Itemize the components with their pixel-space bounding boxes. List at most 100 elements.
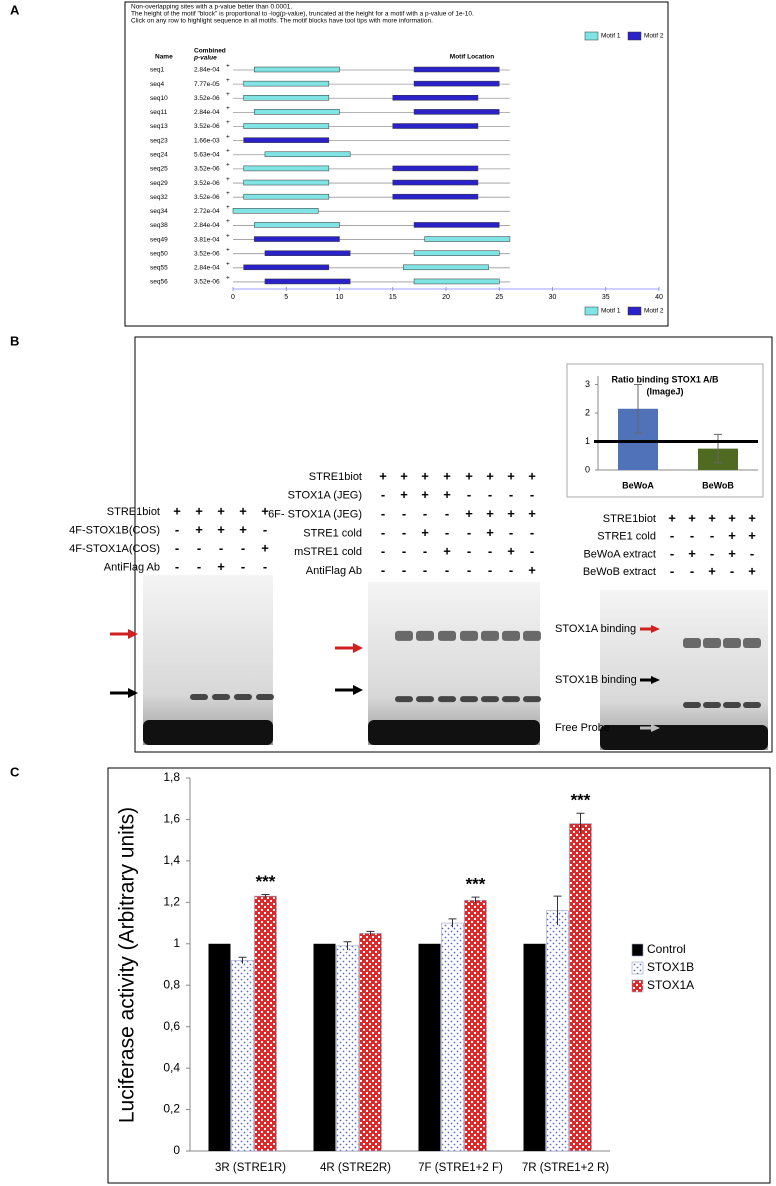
gel-band xyxy=(523,696,541,703)
lane-sign: + xyxy=(217,503,225,518)
condition-label: BeWoA extract xyxy=(583,548,656,560)
y-tick-label: 0,8 xyxy=(163,977,180,991)
lane-sign: - xyxy=(509,487,513,502)
p-value: 3.52e-06 xyxy=(194,250,220,257)
condition-label: STRE1biot xyxy=(309,471,362,483)
condition-label: mSTRE1 cold xyxy=(294,546,362,558)
lane-sign: + xyxy=(748,564,756,579)
x-tick-label: 3R (STRE1R) xyxy=(215,1162,286,1174)
x-tick-label: 25 xyxy=(495,294,503,301)
gel-band xyxy=(523,630,541,641)
lane-sign: - xyxy=(381,506,385,521)
p-value: 2.72e-04 xyxy=(194,208,220,215)
lane-sign: - xyxy=(467,525,471,540)
lane-sign: - xyxy=(445,506,449,521)
legend-label: Motif 1 xyxy=(601,33,621,40)
lane-sign: + xyxy=(421,468,429,483)
bar xyxy=(569,823,592,1152)
lane-sign: + xyxy=(400,487,408,502)
lane-sign: + xyxy=(195,522,203,537)
motif-block xyxy=(392,165,479,172)
lane-sign: - xyxy=(670,564,674,579)
gel-band xyxy=(395,696,413,703)
strand: + xyxy=(226,162,230,169)
motif-block xyxy=(264,250,351,256)
panel-a-frame xyxy=(124,1,669,327)
bar xyxy=(313,943,336,1151)
condition-label: STRE1biot xyxy=(603,513,656,525)
lane-sign: + xyxy=(728,528,736,543)
motif-block xyxy=(392,123,479,129)
lane-sign: - xyxy=(381,487,385,502)
sequence-name: seq38 xyxy=(150,222,168,229)
lane-sign: - xyxy=(402,525,406,540)
gel-image xyxy=(600,590,768,750)
legend-swatch xyxy=(627,306,642,316)
lane-sign: - xyxy=(730,564,734,579)
lane-sign: + xyxy=(708,510,716,525)
bar xyxy=(231,960,254,1152)
condition-label: STRE1 cold xyxy=(303,527,362,539)
error-bar xyxy=(553,895,562,926)
gel-band xyxy=(502,630,520,641)
strand: + xyxy=(226,91,230,98)
lane-sign: - xyxy=(263,559,267,574)
lane-sign: - xyxy=(530,487,534,502)
condition-label: AntiFlag Ab xyxy=(306,565,362,577)
error-bar xyxy=(714,433,722,464)
lane-sign: - xyxy=(263,522,267,537)
lane-sign: - xyxy=(690,564,694,579)
motif-block xyxy=(254,109,340,115)
error-bar xyxy=(261,893,270,898)
significance-label: *** xyxy=(571,791,591,810)
gel-band xyxy=(190,694,208,700)
lane-sign: + xyxy=(507,544,515,559)
lane-sign: - xyxy=(381,562,385,577)
sequence-name: seq1 xyxy=(150,67,164,74)
lane-sign: + xyxy=(528,562,536,577)
lane-sign: + xyxy=(728,546,736,561)
legend-label: Motif 1 xyxy=(601,308,621,315)
lane-sign: + xyxy=(708,564,716,579)
motif-block xyxy=(413,66,500,73)
lane-sign: + xyxy=(443,487,451,502)
gel-band xyxy=(460,630,478,641)
gel-band xyxy=(723,638,741,648)
y-tick-label: 3 xyxy=(585,379,590,389)
lane-sign: - xyxy=(467,487,471,502)
motif-block xyxy=(392,95,479,101)
strand: + xyxy=(226,232,230,239)
lane-sign: + xyxy=(239,522,247,537)
sequence-name: seq55 xyxy=(150,265,168,272)
strand: + xyxy=(226,261,230,268)
error-bar xyxy=(448,918,457,928)
p-value: 3.81e-04 xyxy=(194,236,220,243)
band-label: STOX1A binding xyxy=(555,623,636,635)
motif-block xyxy=(243,165,330,172)
p-value: 2.84e-04 xyxy=(194,109,220,116)
x-tick-label: 30 xyxy=(549,294,557,301)
lane-sign: + xyxy=(728,510,736,525)
y-tick-label: 2 xyxy=(585,407,590,417)
gel-band xyxy=(438,696,456,703)
lane-sign: + xyxy=(421,525,429,540)
legend-swatch xyxy=(584,306,599,316)
strand: + xyxy=(226,119,230,126)
motif-block xyxy=(264,151,351,158)
lane-sign: - xyxy=(690,528,694,543)
lane-sign: + xyxy=(195,503,203,518)
significance-label: *** xyxy=(256,872,276,891)
lane-sign: - xyxy=(488,562,492,577)
sequence-name: seq25 xyxy=(150,166,168,173)
motif-block xyxy=(264,278,351,285)
lane-sign: + xyxy=(379,468,387,483)
column-header: Name xyxy=(155,54,173,61)
strand: + xyxy=(226,133,230,140)
motif-block xyxy=(403,264,489,271)
lane-sign: - xyxy=(467,562,471,577)
lane-sign: + xyxy=(400,468,408,483)
motif-block xyxy=(243,264,330,271)
legend-label: Control xyxy=(647,942,686,956)
x-tick-label: BeWoB xyxy=(702,480,734,490)
lane-sign: - xyxy=(750,546,754,561)
